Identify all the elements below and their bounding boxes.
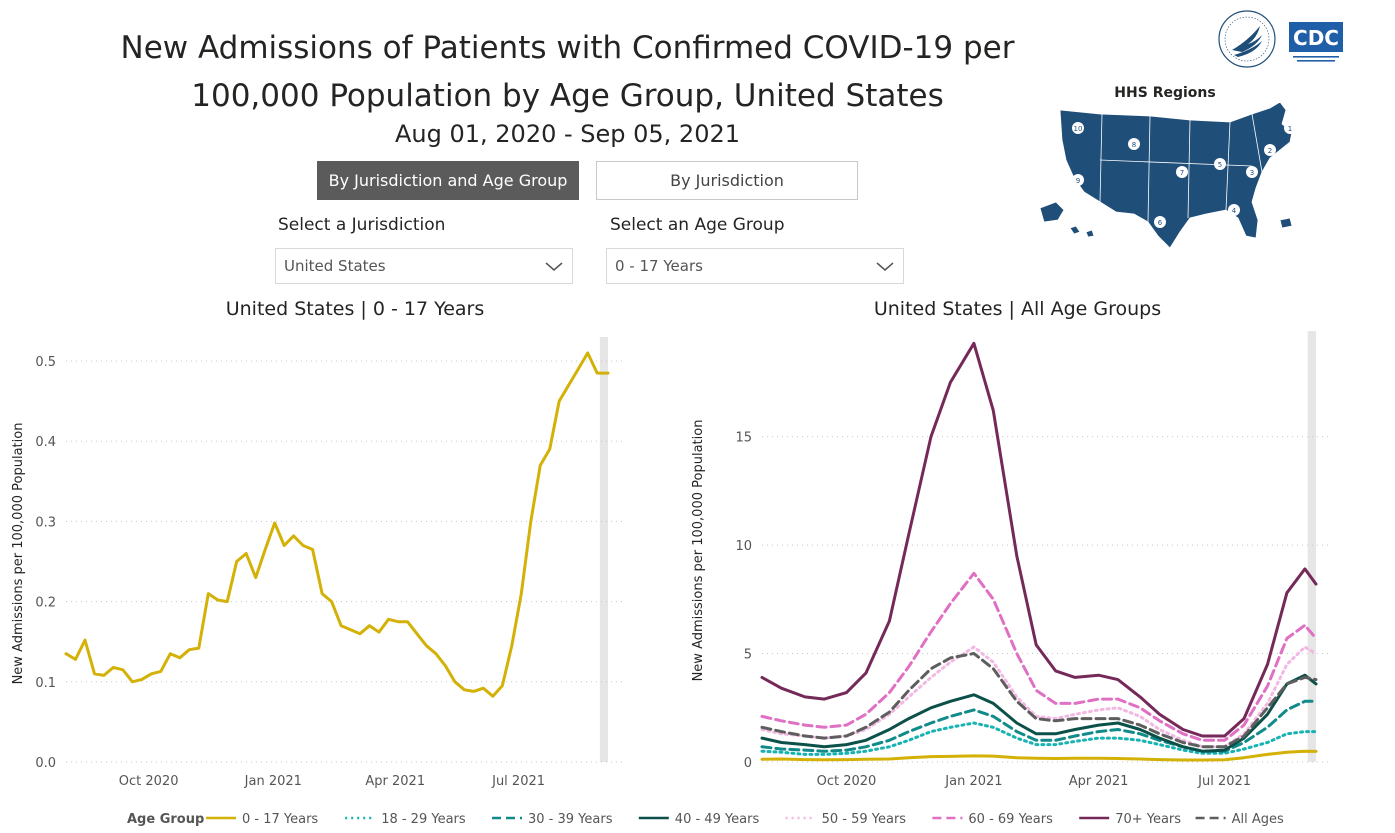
map-region-8: 8: [1132, 141, 1136, 149]
map-region-7: 7: [1180, 169, 1184, 177]
cdc-logo-icon: CDC: [1289, 22, 1343, 62]
left-chart-y-tick-label: 0.0: [35, 756, 56, 771]
jurisdiction-select-value: United States: [284, 257, 386, 275]
left-chart-x-tick-label: Jan 2021: [244, 774, 302, 789]
hhs-regions-title: HHS Regions: [1114, 85, 1216, 101]
legend-label-4: 50 - 59 Years: [822, 812, 907, 827]
left-chart-x-tick-label: Jul 2021: [491, 774, 545, 789]
legend-label-1: 18 - 29 Years: [381, 812, 466, 827]
left-line-chart[interactable]: 0.0 0.1 0.2 0.3 0.4 0.5 Oct 2020 Jan 2021 Apr 20…: [0, 325, 640, 795]
right-chart-series-line-0: [760, 749, 1318, 762]
right-chart-series-line-6: [760, 341, 1318, 738]
right-chart-x-tick-label: Apr 2021: [1069, 774, 1129, 789]
map-region-4: 4: [1232, 207, 1237, 215]
map-region-1: 1: [1288, 125, 1292, 133]
date-range: Aug 01, 2020 - Sep 05, 2021: [394, 120, 741, 148]
right-chart-y-tick-label: 0: [744, 756, 752, 771]
legend-label-6: 70+ Years: [1115, 812, 1181, 827]
hhs-logo-icon: [1218, 10, 1276, 68]
right-chart-x-tick-label: Jan 2021: [944, 774, 1002, 789]
tab-by-jurisdiction-and-age-group[interactable]: By Jurisdiction and Age Group: [317, 161, 579, 200]
map-region-10: 10: [1074, 125, 1083, 133]
cdc-logo-text: CDC: [1293, 26, 1339, 50]
right-chart-title: United States | All Age Groups: [873, 298, 1162, 320]
right-chart-series-line-4: [760, 645, 1318, 749]
map-region-6: 6: [1158, 219, 1163, 227]
jurisdiction-select-label: Select a Jurisdiction: [278, 215, 446, 235]
page-title-line1: New Admissions of Patients with Confirme…: [120, 30, 1015, 66]
legend-title: Age Group: [127, 812, 204, 827]
jurisdiction-select[interactable]: United States: [275, 248, 573, 284]
legend-label-5: 60 - 69 Years: [968, 812, 1053, 827]
chart-legend: Age Group 0 - 17 Years 18 - 29 Years 30 - 3…: [127, 812, 1284, 827]
right-chart-y-tick-label: 10: [735, 539, 752, 554]
right-chart-series-line-2: [760, 699, 1318, 753]
age-group-select-label: Select an Age Group: [610, 215, 785, 235]
legend-label-2: 30 - 39 Years: [528, 812, 613, 827]
right-chart-highlight-band: [1307, 331, 1316, 762]
left-chart-x-tick-label: Oct 2020: [119, 774, 179, 789]
chevron-down-icon: [545, 262, 563, 271]
right-line-chart[interactable]: 0 5 10 15 Oct 2020 Jan 2021 Apr 2021 Jul 2021 Ne…: [680, 325, 1340, 795]
right-chart-y-tick-label: 5: [744, 648, 752, 663]
map-region-5: 5: [1218, 161, 1222, 169]
right-chart-series-line-7: [760, 652, 1318, 749]
left-chart-y-tick-label: 0.1: [35, 676, 56, 691]
left-chart-y-tick-label: 0.5: [35, 355, 56, 370]
left-chart-title: United States | 0 - 17 Years: [225, 298, 485, 320]
chevron-down-icon: [876, 262, 894, 271]
map-region-9: 9: [1076, 177, 1080, 185]
left-chart-x-tick-label: Apr 2021: [365, 774, 425, 789]
left-chart-y-tick-label: 0.3: [35, 515, 56, 530]
age-group-select[interactable]: 0 - 17 Years: [606, 248, 904, 284]
map-region-2: 2: [1268, 147, 1272, 155]
age-group-select-value: 0 - 17 Years: [615, 257, 703, 275]
right-chart-series-line-1: [760, 721, 1318, 756]
left-chart-series-line-0: [64, 351, 610, 698]
legend-label-0: 0 - 17 Years: [242, 812, 318, 827]
left-chart-y-axis-label: New Admissions per 100,000 Population: [11, 423, 26, 685]
hhs-regions-map[interactable]: 10 9 8 7 6 5 4 3 2 1: [1030, 80, 1305, 260]
left-chart-highlight-band: [599, 337, 608, 762]
right-chart-y-tick-label: 15: [735, 431, 752, 446]
right-chart-series-line-5: [760, 571, 1318, 742]
left-chart-y-tick-label: 0.2: [35, 596, 56, 611]
right-chart-x-tick-label: Jul 2021: [1197, 774, 1251, 789]
legend-label-3: 40 - 49 Years: [675, 812, 760, 827]
right-chart-y-axis-label: New Admissions per 100,000 Population: [691, 420, 706, 682]
right-chart-x-tick-label: Oct 2020: [817, 774, 877, 789]
left-chart-y-tick-label: 0.4: [35, 435, 56, 450]
right-chart-series-line-3: [760, 673, 1318, 753]
tab-by-jurisdiction[interactable]: By Jurisdiction: [596, 161, 858, 200]
map-region-3: 3: [1250, 169, 1254, 177]
page-title-line2: 100,000 Population by Age Group, United …: [191, 78, 944, 114]
legend-label-7: All Ages: [1232, 812, 1284, 827]
